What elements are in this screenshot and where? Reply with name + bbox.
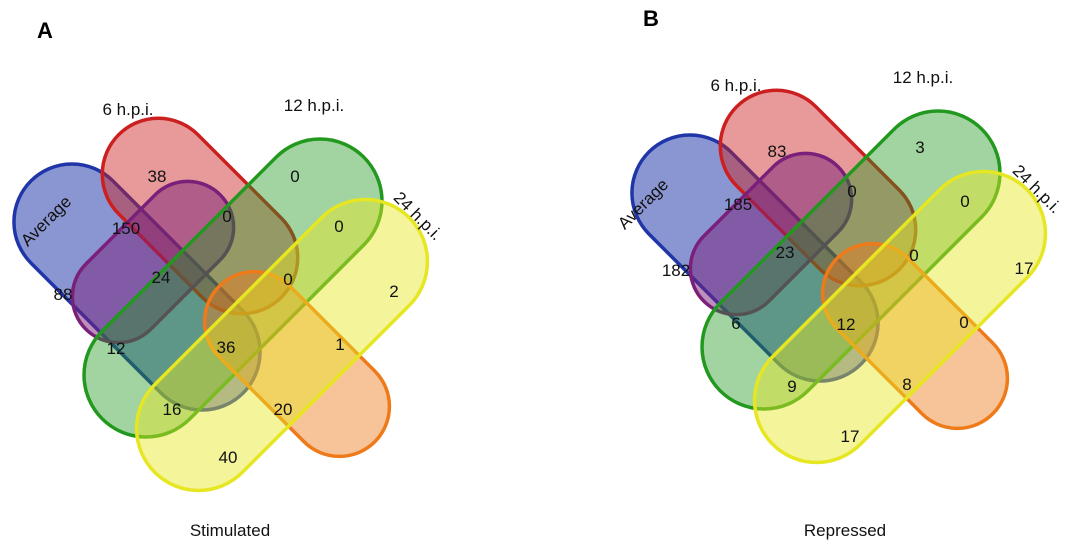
region-count: 40 — [219, 448, 238, 467]
region-count: 6 — [731, 314, 740, 333]
region-count: 12 — [837, 315, 856, 334]
purple-lobe-shape — [688, 151, 854, 317]
region-count: 1 — [335, 335, 344, 354]
region-count: 36 — [217, 338, 236, 357]
region-count: 185 — [724, 195, 752, 214]
region-count: 16 — [163, 400, 182, 419]
orange-lobe-shape — [202, 269, 392, 459]
region-count: 88 — [54, 285, 73, 304]
set-12hpi-shape — [82, 137, 384, 439]
region-count: 24 — [152, 268, 171, 287]
panel-b: B Average 6 h.p.i. 12 h.p.i. 24 h.p.i. 8… — [614, 6, 1065, 540]
region-count: 23 — [776, 243, 795, 262]
panel-letter: B — [643, 6, 659, 31]
region-count: 0 — [222, 207, 231, 226]
region-count: 17 — [841, 427, 860, 446]
region-count: 0 — [909, 246, 918, 265]
region-count: 0 — [959, 313, 968, 332]
label-6hpi: 6 h.p.i. — [102, 100, 153, 119]
set-12hpi-shape — [700, 109, 1002, 411]
region-count: 38 — [148, 167, 167, 186]
region-count: 17 — [1015, 259, 1034, 278]
region-count: 2 — [389, 282, 398, 301]
region-count: 150 — [112, 219, 140, 238]
region-count: 182 — [662, 261, 690, 280]
region-count: 83 — [768, 142, 787, 161]
region-count: 0 — [847, 182, 856, 201]
region-count: 0 — [290, 167, 299, 186]
region-count: 8 — [902, 375, 911, 394]
label-6hpi: 6 h.p.i. — [710, 76, 761, 95]
label-12hpi: 12 h.p.i. — [284, 96, 345, 115]
region-count: 9 — [787, 377, 796, 396]
panel-letter: A — [37, 18, 53, 43]
region-count: 12 — [107, 339, 126, 358]
region-count: 20 — [274, 400, 293, 419]
panel-a: A Average 6 h.p.i. 12 h.p.i. 24 h.p.i. 3… — [12, 18, 446, 540]
region-count: 0 — [334, 217, 343, 236]
orange-lobe-shape — [820, 241, 1010, 431]
set-24hpi-shape — [134, 197, 430, 493]
region-count: 0 — [283, 270, 292, 289]
panel-caption: Stimulated — [190, 521, 270, 540]
label-12hpi: 12 h.p.i. — [893, 68, 954, 87]
region-count: 3 — [915, 138, 924, 157]
panel-caption: Repressed — [804, 521, 886, 540]
set-24hpi-shape — [752, 169, 1048, 465]
purple-lobe-shape — [70, 179, 236, 345]
region-count: 0 — [960, 192, 969, 211]
